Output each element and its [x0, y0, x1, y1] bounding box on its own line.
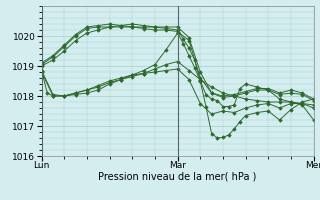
X-axis label: Pression niveau de la mer( hPa ): Pression niveau de la mer( hPa ) [99, 171, 257, 181]
